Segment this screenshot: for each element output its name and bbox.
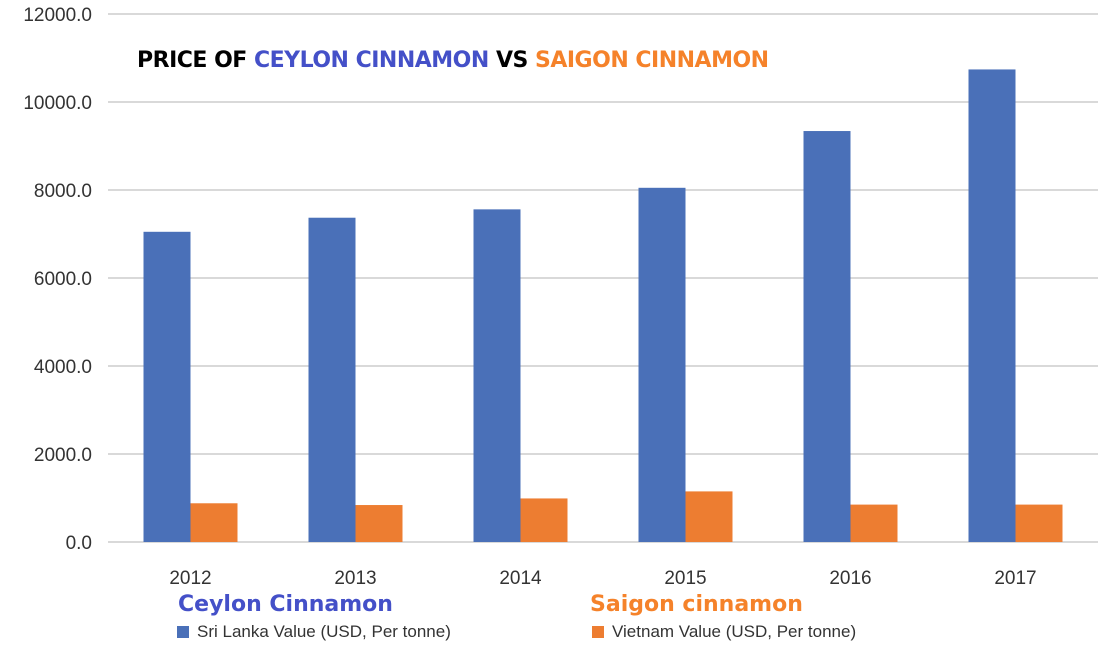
legend-label: Sri Lanka Value (USD, Per tonne) <box>197 622 451 641</box>
y-tick-label: 4000.0 <box>34 357 92 378</box>
bar-sri-lanka-2015 <box>638 187 686 543</box>
y-tick-label: 0.0 <box>66 533 92 554</box>
y-tick-label: 10000.0 <box>23 93 92 114</box>
bar-vietnam-2017 <box>1015 504 1063 542</box>
legend-swatch <box>592 626 604 638</box>
bar-sri-lanka-2016 <box>803 131 851 543</box>
x-tick-label: 2015 <box>664 568 706 589</box>
chart-title: PRICE OF CEYLON CINNAMON VS SAIGON CINNA… <box>137 48 769 73</box>
bar-sri-lanka-2012 <box>143 231 191 543</box>
y-tick-label: 8000.0 <box>34 181 92 202</box>
legend-item-vietnam: Vietnam Value (USD, Per tonne) <box>592 622 856 642</box>
legend-label: Vietnam Value (USD, Per tonne) <box>612 622 857 641</box>
bar-vietnam-2015 <box>685 491 733 542</box>
y-tick-label: 2000.0 <box>34 445 92 466</box>
legend-heading-saigon: Saigon cinnamon <box>590 592 803 617</box>
legend-heading-ceylon: Ceylon Cinnamon <box>178 592 393 617</box>
x-tick-label: 2016 <box>829 568 871 589</box>
x-tick-label: 2013 <box>334 568 376 589</box>
bar-vietnam-2013 <box>355 505 403 542</box>
title-part: CEYLON CINNAMON <box>253 48 489 73</box>
title-part: PRICE OF <box>137 48 254 73</box>
title-part: VS <box>488 48 535 73</box>
bar-vietnam-2014 <box>520 498 568 542</box>
bar-sri-lanka-2014 <box>473 209 521 543</box>
bar-sri-lanka-2017 <box>968 69 1016 542</box>
legend-swatch <box>177 626 189 638</box>
bar-vietnam-2012 <box>190 503 238 542</box>
x-tick-label: 2017 <box>994 568 1036 589</box>
title-part: SAIGON CINNAMON <box>535 48 769 73</box>
bar-vietnam-2016 <box>850 504 898 542</box>
x-tick-label: 2012 <box>169 568 211 589</box>
x-tick-label: 2014 <box>499 568 542 589</box>
bar-sri-lanka-2013 <box>308 217 356 542</box>
y-tick-label: 6000.0 <box>34 269 92 290</box>
legend-item-sri-lanka: Sri Lanka Value (USD, Per tonne) <box>177 622 451 642</box>
y-tick-label: 12000.0 <box>23 5 92 26</box>
